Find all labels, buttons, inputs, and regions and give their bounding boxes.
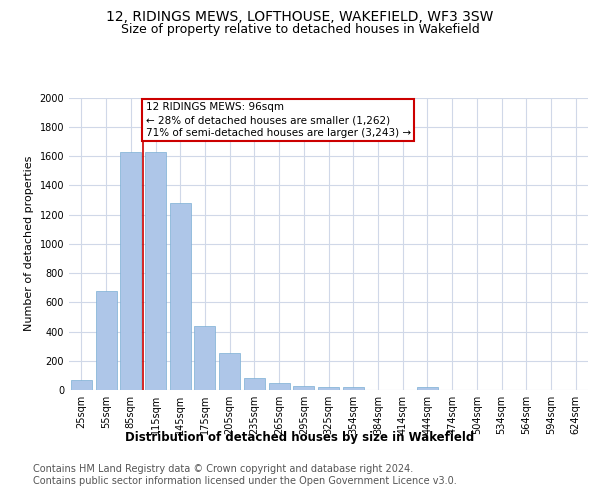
Text: 12 RIDINGS MEWS: 96sqm
← 28% of detached houses are smaller (1,262)
71% of semi-: 12 RIDINGS MEWS: 96sqm ← 28% of detached… [146, 102, 411, 139]
Bar [120, 152, 141, 390]
Bar [95, 290, 116, 390]
Text: Size of property relative to detached houses in Wakefield: Size of property relative to detached ho… [121, 22, 479, 36]
Bar [269, 384, 290, 390]
Bar [71, 380, 92, 390]
Bar [219, 354, 240, 390]
Bar [318, 387, 339, 390]
Bar [194, 326, 215, 390]
Bar [417, 387, 438, 390]
Bar [343, 387, 364, 390]
Bar [145, 152, 166, 390]
Bar [244, 378, 265, 390]
Text: 12, RIDINGS MEWS, LOFTHOUSE, WAKEFIELD, WF3 3SW: 12, RIDINGS MEWS, LOFTHOUSE, WAKEFIELD, … [106, 10, 494, 24]
Text: Contains HM Land Registry data © Crown copyright and database right 2024.: Contains HM Land Registry data © Crown c… [33, 464, 413, 474]
Bar [170, 203, 191, 390]
Text: Contains public sector information licensed under the Open Government Licence v3: Contains public sector information licen… [33, 476, 457, 486]
Text: Distribution of detached houses by size in Wakefield: Distribution of detached houses by size … [125, 431, 475, 444]
Y-axis label: Number of detached properties: Number of detached properties [24, 156, 34, 332]
Bar [293, 386, 314, 390]
